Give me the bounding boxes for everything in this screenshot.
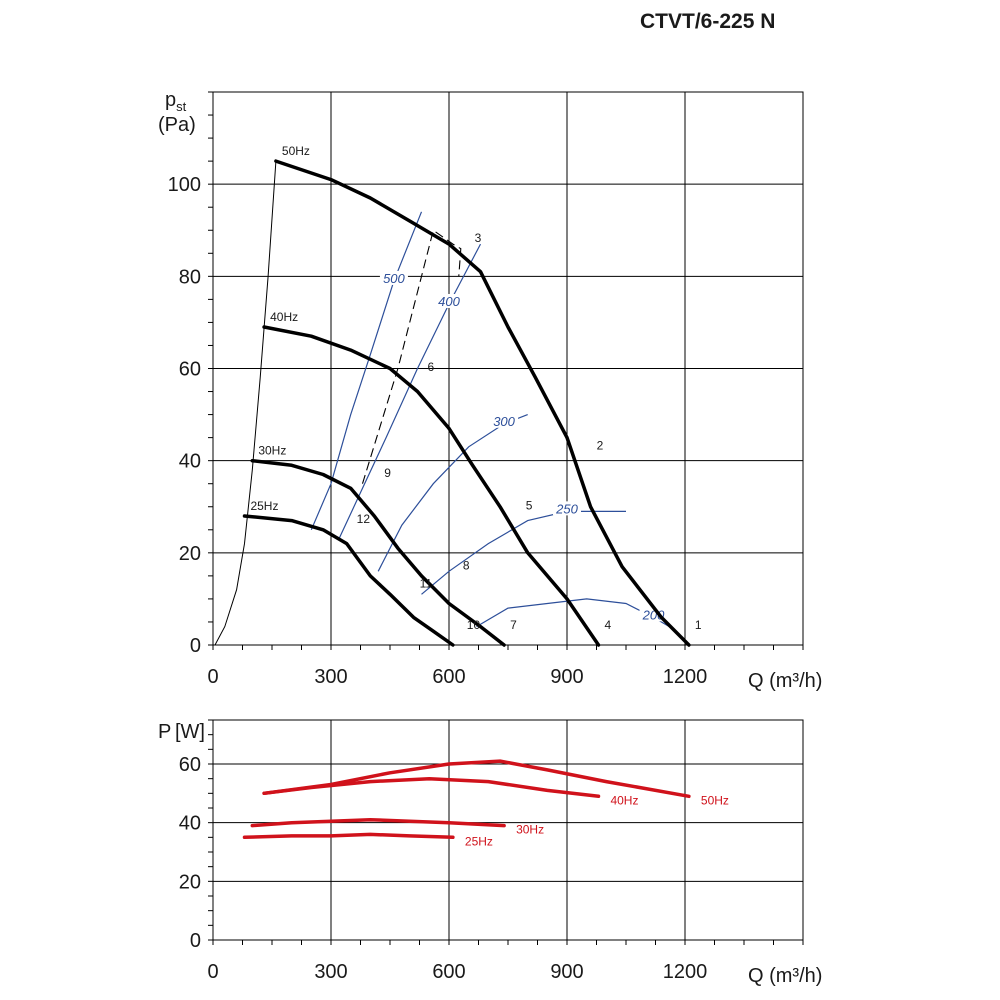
power-y-tick-label: 60 [179,754,201,776]
power-y-axis-unit: [W] [175,721,205,743]
power-curve-30Hz [250,817,506,828]
efficiency-label-bg-400 [435,293,463,308]
pressure-y-axis-unit: (Pa) [158,114,196,136]
efficiency-label-bg-250 [553,501,581,516]
pressure-y-tick-label: 100 [168,174,201,196]
pressure-x-tick-label: 600 [432,666,465,688]
fan-curve-40Hz [262,325,601,647]
fan-curve-label-40Hz: 40Hz [270,310,298,324]
operating-point-12: 12 [357,512,371,526]
efficiency-label-bg-300 [490,413,519,428]
pressure-x-tick-label: 900 [550,666,583,688]
pressure-x-tick-label: 0 [207,666,218,688]
operating-point-9: 9 [384,466,391,480]
fan-curve-25Hz [242,514,455,647]
power-curve-25Hz [242,832,455,840]
pressure-y-tick-label: 80 [179,266,201,288]
power-curve-50Hz [262,759,691,799]
operating-point-7: 7 [510,618,517,632]
efficiency-line-300 [377,414,528,572]
power-y-tick-label: 20 [179,871,201,893]
pressure-x-tick-label: 300 [314,666,347,688]
pressure-y-tick-label: 20 [179,543,201,565]
fan-curve-label-30Hz: 30Hz [258,444,286,458]
power-x-tick-label: 1200 [663,961,708,983]
power-x-axis-label: Q (m³/h) [748,965,822,987]
power-y-tick-label: 40 [179,813,201,835]
operating-point-8: 8 [463,558,470,572]
operating-point-1: 1 [695,618,702,632]
power-curve-40Hz [262,776,601,799]
efficiency-label-400: 400 [438,294,460,309]
operating-point-10: 10 [467,618,481,632]
efficiency-label-bg-500 [379,270,408,285]
power-x-tick-label: 300 [314,961,347,983]
efficiency-label-250: 250 [555,501,578,516]
efficiency-label-500: 500 [383,271,405,286]
operating-point-5: 5 [526,498,533,512]
power-x-tick-label: 900 [550,961,583,983]
operating-point-2: 2 [597,438,604,452]
efficiency-line-400 [338,243,482,540]
pressure-y-tick-label: 40 [179,451,201,473]
efficiency-line-500 [310,211,423,531]
pressure-y-tick-label: 60 [179,359,201,381]
power-curve-label-40Hz: 40Hz [610,793,638,807]
fan-curve-30Hz [250,458,506,647]
start-curve [214,161,277,646]
operating-point-4: 4 [604,618,611,632]
power-y-tick-label: 0 [190,930,201,952]
power-curve-label-30Hz: 30Hz [516,823,544,837]
operating-point-11: 11 [420,577,433,591]
power-chart: 0 300 600 900 1200 0 20 40 60 Q (m³/h) P [W] 50Hz 40H… [158,719,822,987]
operating-point-3: 3 [475,231,482,245]
power-x-tick-label: 0 [207,961,218,983]
power-curve-label-50Hz: 50Hz [701,793,729,807]
power-frame [212,719,804,941]
fan-curve-label-25Hz: 25Hz [250,499,278,513]
pressure-x-axis-label: Q (m³/h) [748,670,822,692]
efficiency-label-200: 200 [642,607,665,622]
dashed-system-line [361,229,462,484]
pressure-y-axis-label: pst [165,89,187,114]
fan-curve-label-50Hz: 50Hz [282,144,310,158]
operating-point-6: 6 [427,360,434,374]
efficiency-label-300: 300 [493,414,515,429]
pressure-x-tick-label: 1200 [663,666,708,688]
chart-title: CTVT/6-225 N [640,10,776,33]
power-y-axis-label: P [158,721,171,743]
power-curve-label-25Hz: 25Hz [465,834,493,848]
power-x-tick-label: 600 [432,961,465,983]
fan-curve-50Hz [274,159,691,647]
pressure-y-tick-label: 0 [190,635,201,657]
